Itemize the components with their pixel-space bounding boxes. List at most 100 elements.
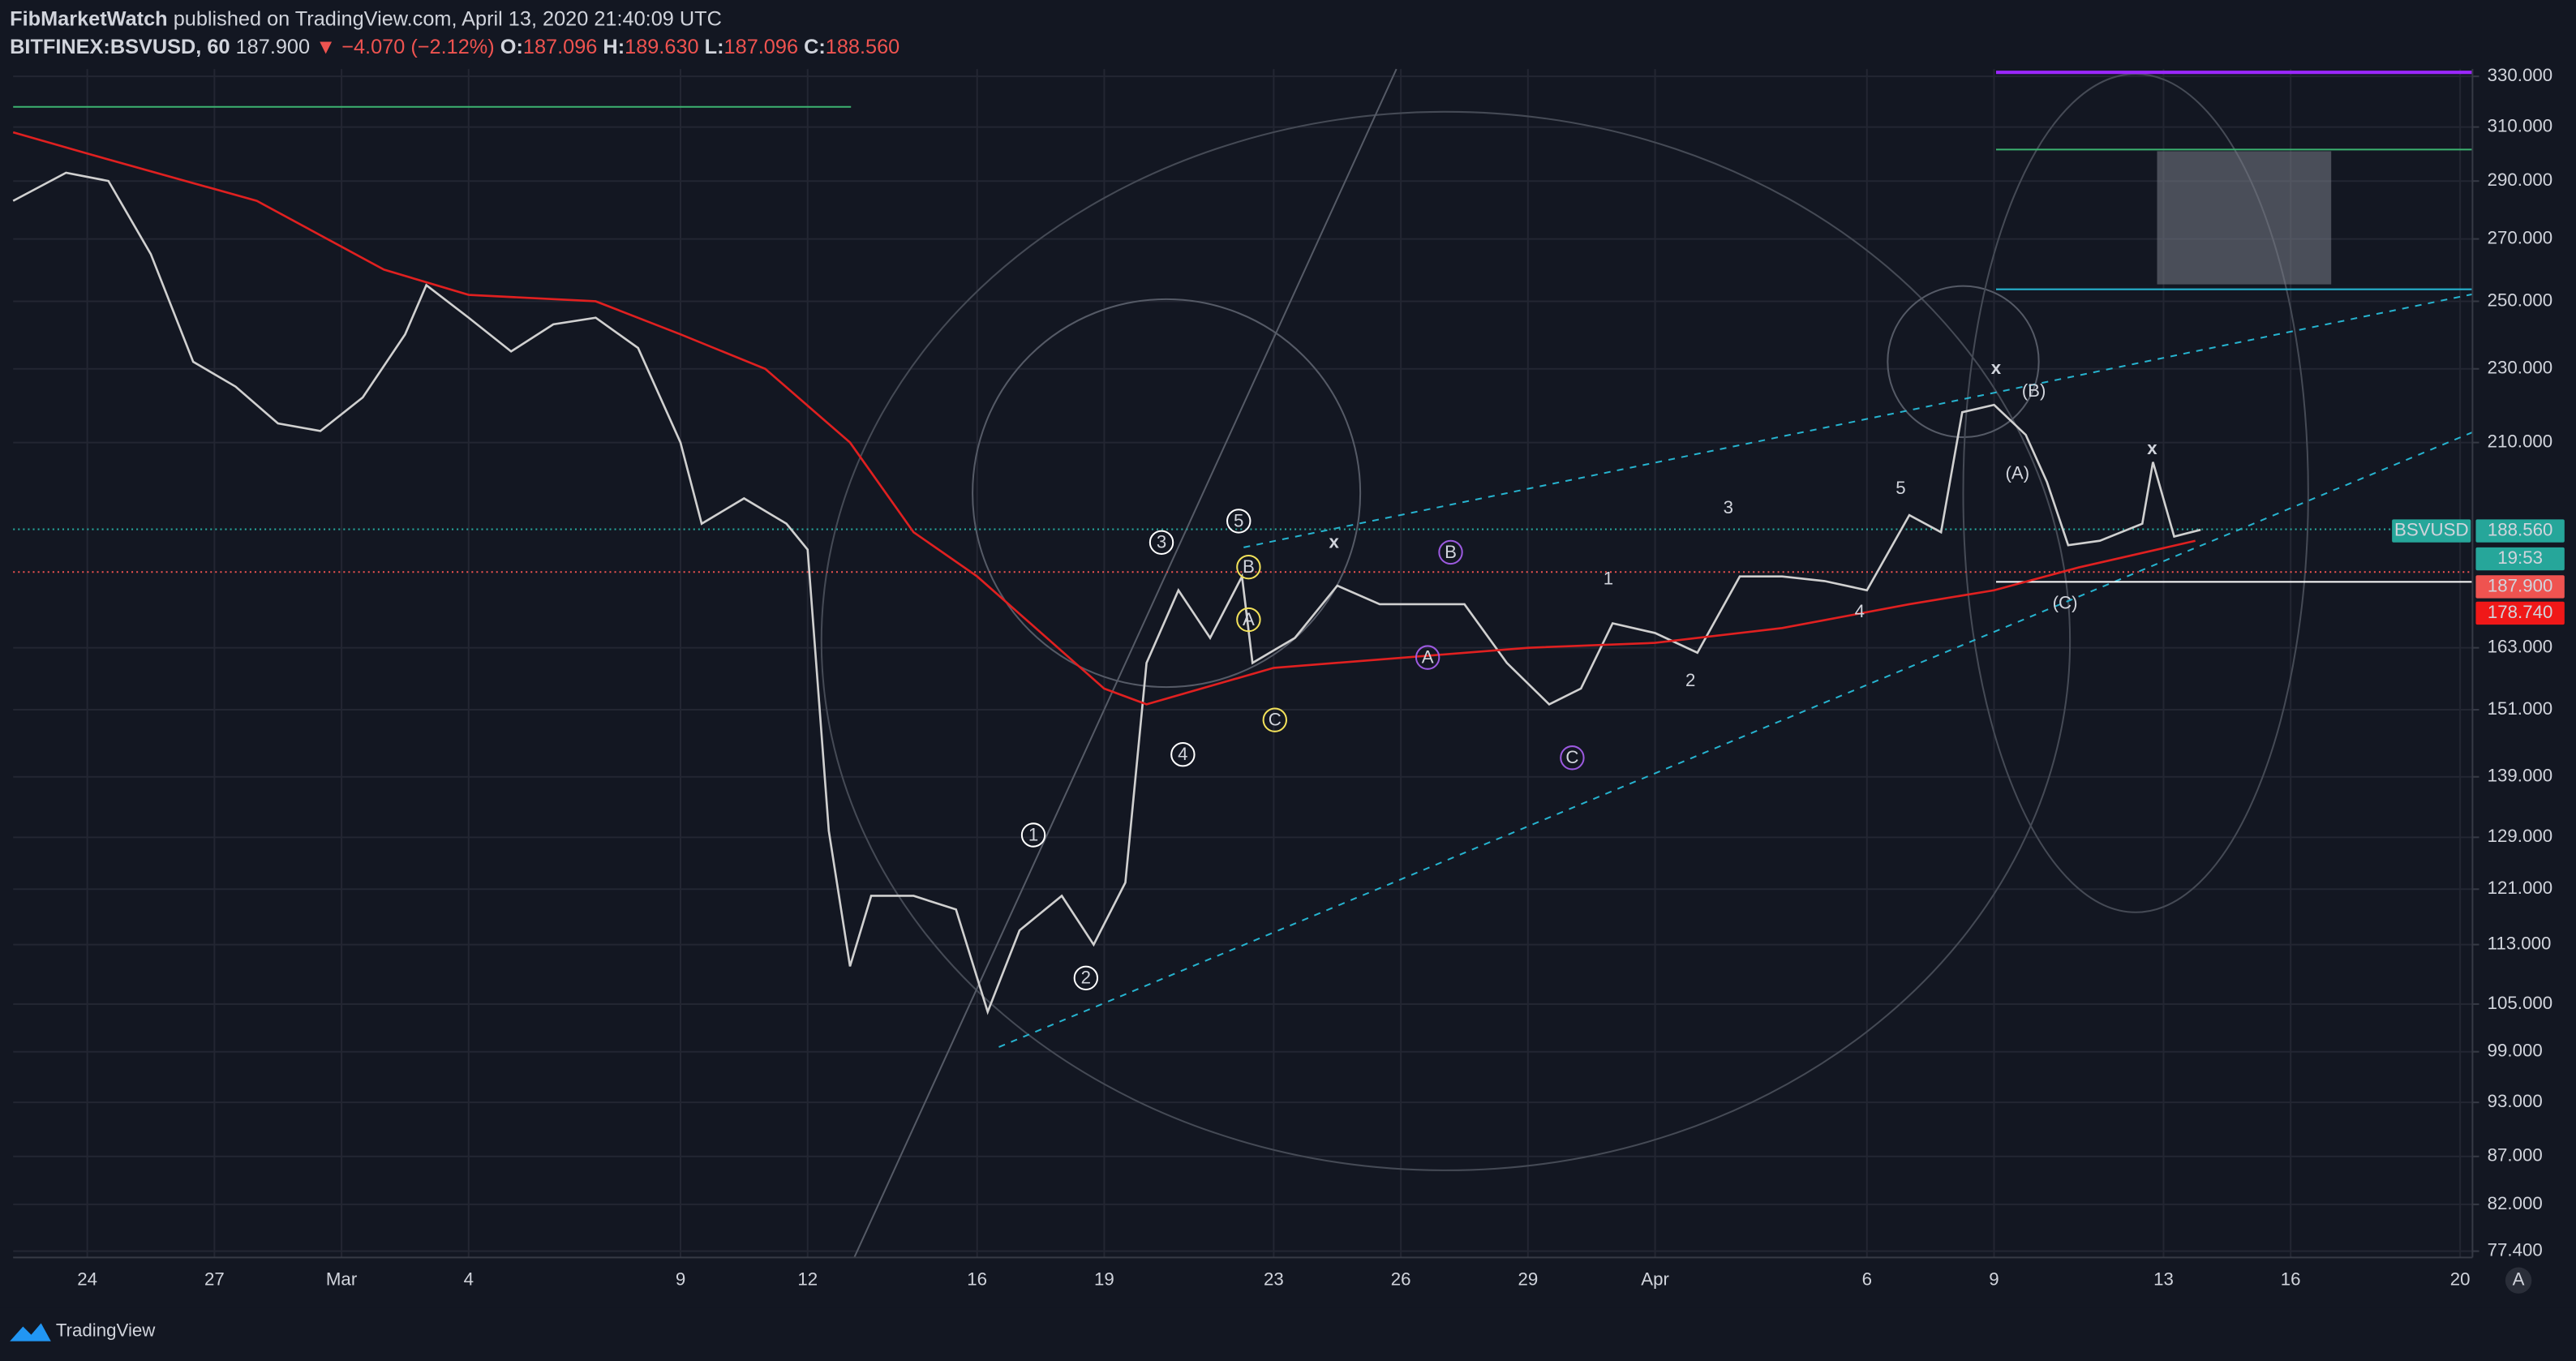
wave-label: 2 xyxy=(1685,670,1695,690)
wave-label: (C) xyxy=(2053,593,2078,613)
wave-label: (A) xyxy=(2005,463,2029,483)
footer xyxy=(0,1307,2576,1361)
trend-line xyxy=(998,431,2473,1048)
x-tick-label: 16 xyxy=(2281,1269,2301,1290)
x-tick-label: 29 xyxy=(1518,1269,1538,1290)
wave-label: 1 xyxy=(1028,824,1038,844)
wave-circle xyxy=(1226,509,1252,534)
price-series xyxy=(12,131,2196,706)
wave-label: x xyxy=(1991,358,2002,378)
change: ▼ −4.070 (−2.12%) xyxy=(316,35,495,58)
ohlc-value: 188.560 xyxy=(826,35,899,58)
y-tick-label: 151.000 xyxy=(2488,698,2552,719)
price-label: 19:53 xyxy=(2497,547,2543,568)
wave-label: 3 xyxy=(1724,497,1733,517)
wave-label: A xyxy=(1422,647,1434,668)
y-tick-label: 77.400 xyxy=(2488,1239,2543,1260)
y-tick-label: 210.000 xyxy=(2488,431,2552,451)
x-tick-label: 19 xyxy=(1094,1269,1114,1290)
price-label-box xyxy=(2475,601,2565,625)
wave-label: A xyxy=(1243,609,1255,629)
price-label: 188.560 xyxy=(2488,519,2552,539)
price-series xyxy=(12,171,2201,1015)
wave-label: x xyxy=(1329,532,1340,552)
wave-label: C xyxy=(1269,710,1282,730)
wave-circle xyxy=(1438,539,1463,565)
last: 187.900 xyxy=(236,35,310,58)
wave-label: x xyxy=(2147,438,2157,458)
wave-circle xyxy=(1560,745,1585,771)
symbol: BITFINEX:BSVUSD, 60 xyxy=(10,35,230,58)
y-tick-label: 330.000 xyxy=(2488,65,2552,85)
drawings xyxy=(13,68,2473,1258)
x-tick-label: 20 xyxy=(2450,1269,2471,1290)
x-tick-label: 13 xyxy=(2153,1269,2174,1290)
x-tick-label: 4 xyxy=(464,1269,474,1290)
wave-label: 5 xyxy=(1896,478,1905,498)
price-label-box xyxy=(2475,575,2565,599)
ohlc-value: 189.630 xyxy=(625,35,698,58)
header-line: FibMarketWatch published on TradingView.… xyxy=(10,7,722,30)
x-tick-label: 9 xyxy=(676,1269,685,1290)
grid xyxy=(13,69,2473,1258)
wave-label: C xyxy=(1565,747,1578,767)
target-box xyxy=(2157,151,2332,285)
x-tick-label: 12 xyxy=(797,1269,818,1290)
wave-label: (B) xyxy=(2022,380,2046,401)
author: FibMarketWatch xyxy=(10,7,168,30)
y-tick-label: 99.000 xyxy=(2488,1041,2543,1061)
y-tick-label: 129.000 xyxy=(2488,826,2552,846)
annotations: 1 2 3 4 5 B A C A B C 1 2 3 4 5 (A) (B) (C) x x x xyxy=(1020,358,2157,991)
logo xyxy=(10,1323,51,1342)
series xyxy=(12,131,2201,1015)
fib-circle xyxy=(820,110,2072,1171)
wave-label: 2 xyxy=(1081,968,1091,988)
price-label-box xyxy=(2475,547,2565,571)
wave-label: 4 xyxy=(1178,744,1187,764)
wave-label: B xyxy=(1243,556,1255,577)
price-label: 178.740 xyxy=(2488,602,2552,622)
wave-label: 1 xyxy=(1604,568,1613,588)
y-tick-label: 105.000 xyxy=(2488,993,2552,1013)
brand: TradingView xyxy=(56,1320,156,1340)
wave-circle xyxy=(1148,530,1174,555)
wave-circle xyxy=(1262,707,1287,732)
x-tick-label: 24 xyxy=(77,1269,97,1290)
wave-circle xyxy=(1170,741,1196,767)
x-tick-label: 26 xyxy=(1391,1269,1411,1290)
ohlc-key: L: xyxy=(705,35,724,58)
wave-label: 3 xyxy=(1157,532,1166,552)
y-tick-label: 250.000 xyxy=(2488,290,2552,310)
wave-circle xyxy=(1415,645,1440,670)
wave-circle xyxy=(1020,822,1046,848)
x-tick-label: Mar xyxy=(326,1269,358,1290)
wave-circle xyxy=(1073,965,1099,991)
wave-label: 5 xyxy=(1234,510,1243,530)
fib-circle xyxy=(1887,285,2040,439)
y-tick-label: 121.000 xyxy=(2488,878,2552,898)
y-tick-label: 82.000 xyxy=(2488,1193,2543,1213)
y-tick-label: 139.000 xyxy=(2488,766,2552,786)
wave-label: 4 xyxy=(1855,601,1865,621)
x-tick-label: Apr xyxy=(1641,1269,1669,1290)
y-tick-label: 230.000 xyxy=(2488,358,2552,378)
header-line: BITFINEX:BSVUSD, 60 187.900 ▼ −4.070 (−2… xyxy=(10,35,899,58)
x-tick-label: 9 xyxy=(1989,1269,1999,1290)
wave-label: B xyxy=(1445,542,1457,562)
y-tick-label: 113.000 xyxy=(2488,933,2552,953)
auto-scale-label[interactable]: A xyxy=(2513,1269,2525,1290)
published: published on TradingView.com, April 13, … xyxy=(174,7,722,30)
price-label-box xyxy=(2392,519,2471,543)
auto-scale[interactable] xyxy=(2505,1267,2532,1294)
ohlc-key: O: xyxy=(500,35,523,58)
wave-circle xyxy=(1236,607,1261,633)
x-tick-label: 23 xyxy=(1264,1269,1284,1290)
price-label: 187.900 xyxy=(2488,575,2552,595)
fib-fan xyxy=(853,68,1397,1258)
x-tick-label: 27 xyxy=(204,1269,225,1290)
ohlc-value: 187.096 xyxy=(724,35,798,58)
axis-labels: 330.000 310.000 290.000 270.000 250.000 230.0… xyxy=(77,65,2565,1290)
